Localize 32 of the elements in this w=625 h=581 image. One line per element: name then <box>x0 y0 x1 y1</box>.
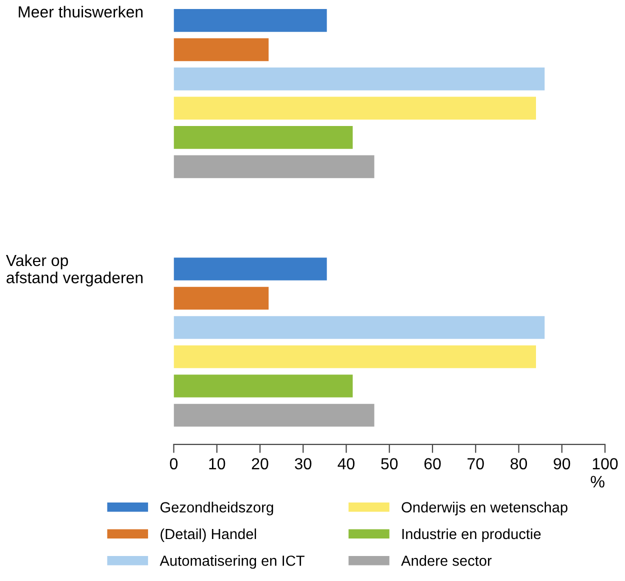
x-axis-title: % <box>590 476 604 488</box>
x-tick-label: 80 <box>510 458 528 470</box>
x-tick-label: 0 <box>170 458 178 470</box>
y-tick-label: Vaker op afstand vergaderen <box>6 254 143 286</box>
legend-label: Gezondheidszorg <box>160 502 274 516</box>
legend-label: Onderwijs en wetenschap <box>402 502 568 516</box>
bar <box>174 258 327 280</box>
bar <box>174 9 327 32</box>
bar <box>174 126 353 149</box>
legend-label: Industrie en productie <box>402 528 541 542</box>
bar <box>174 345 536 368</box>
bar <box>174 38 269 62</box>
x-tick-label: 50 <box>381 458 398 470</box>
x-tick-label: 10 <box>209 458 226 470</box>
x-tick-label: 100 <box>592 458 618 470</box>
legend-label: Andere sector <box>401 555 492 566</box>
bar <box>174 404 374 427</box>
bar <box>174 316 545 339</box>
bar <box>174 68 545 90</box>
bar <box>174 286 269 310</box>
bar <box>174 155 374 178</box>
legend-label: Automatisering en ICT <box>160 555 304 569</box>
x-tick-label: 20 <box>252 458 268 470</box>
x-tick-label: 90 <box>554 458 570 470</box>
x-tick-label: 60 <box>424 458 441 470</box>
bar <box>174 96 536 120</box>
x-tick-label: 70 <box>468 458 484 470</box>
x-tick-label: 30 <box>294 458 312 470</box>
x-tick-label: 40 <box>338 458 355 470</box>
legend-label: (Detail) Handel <box>160 528 256 542</box>
y-tick-label: Meer thuiswerken <box>18 6 143 18</box>
bar <box>174 374 353 398</box>
